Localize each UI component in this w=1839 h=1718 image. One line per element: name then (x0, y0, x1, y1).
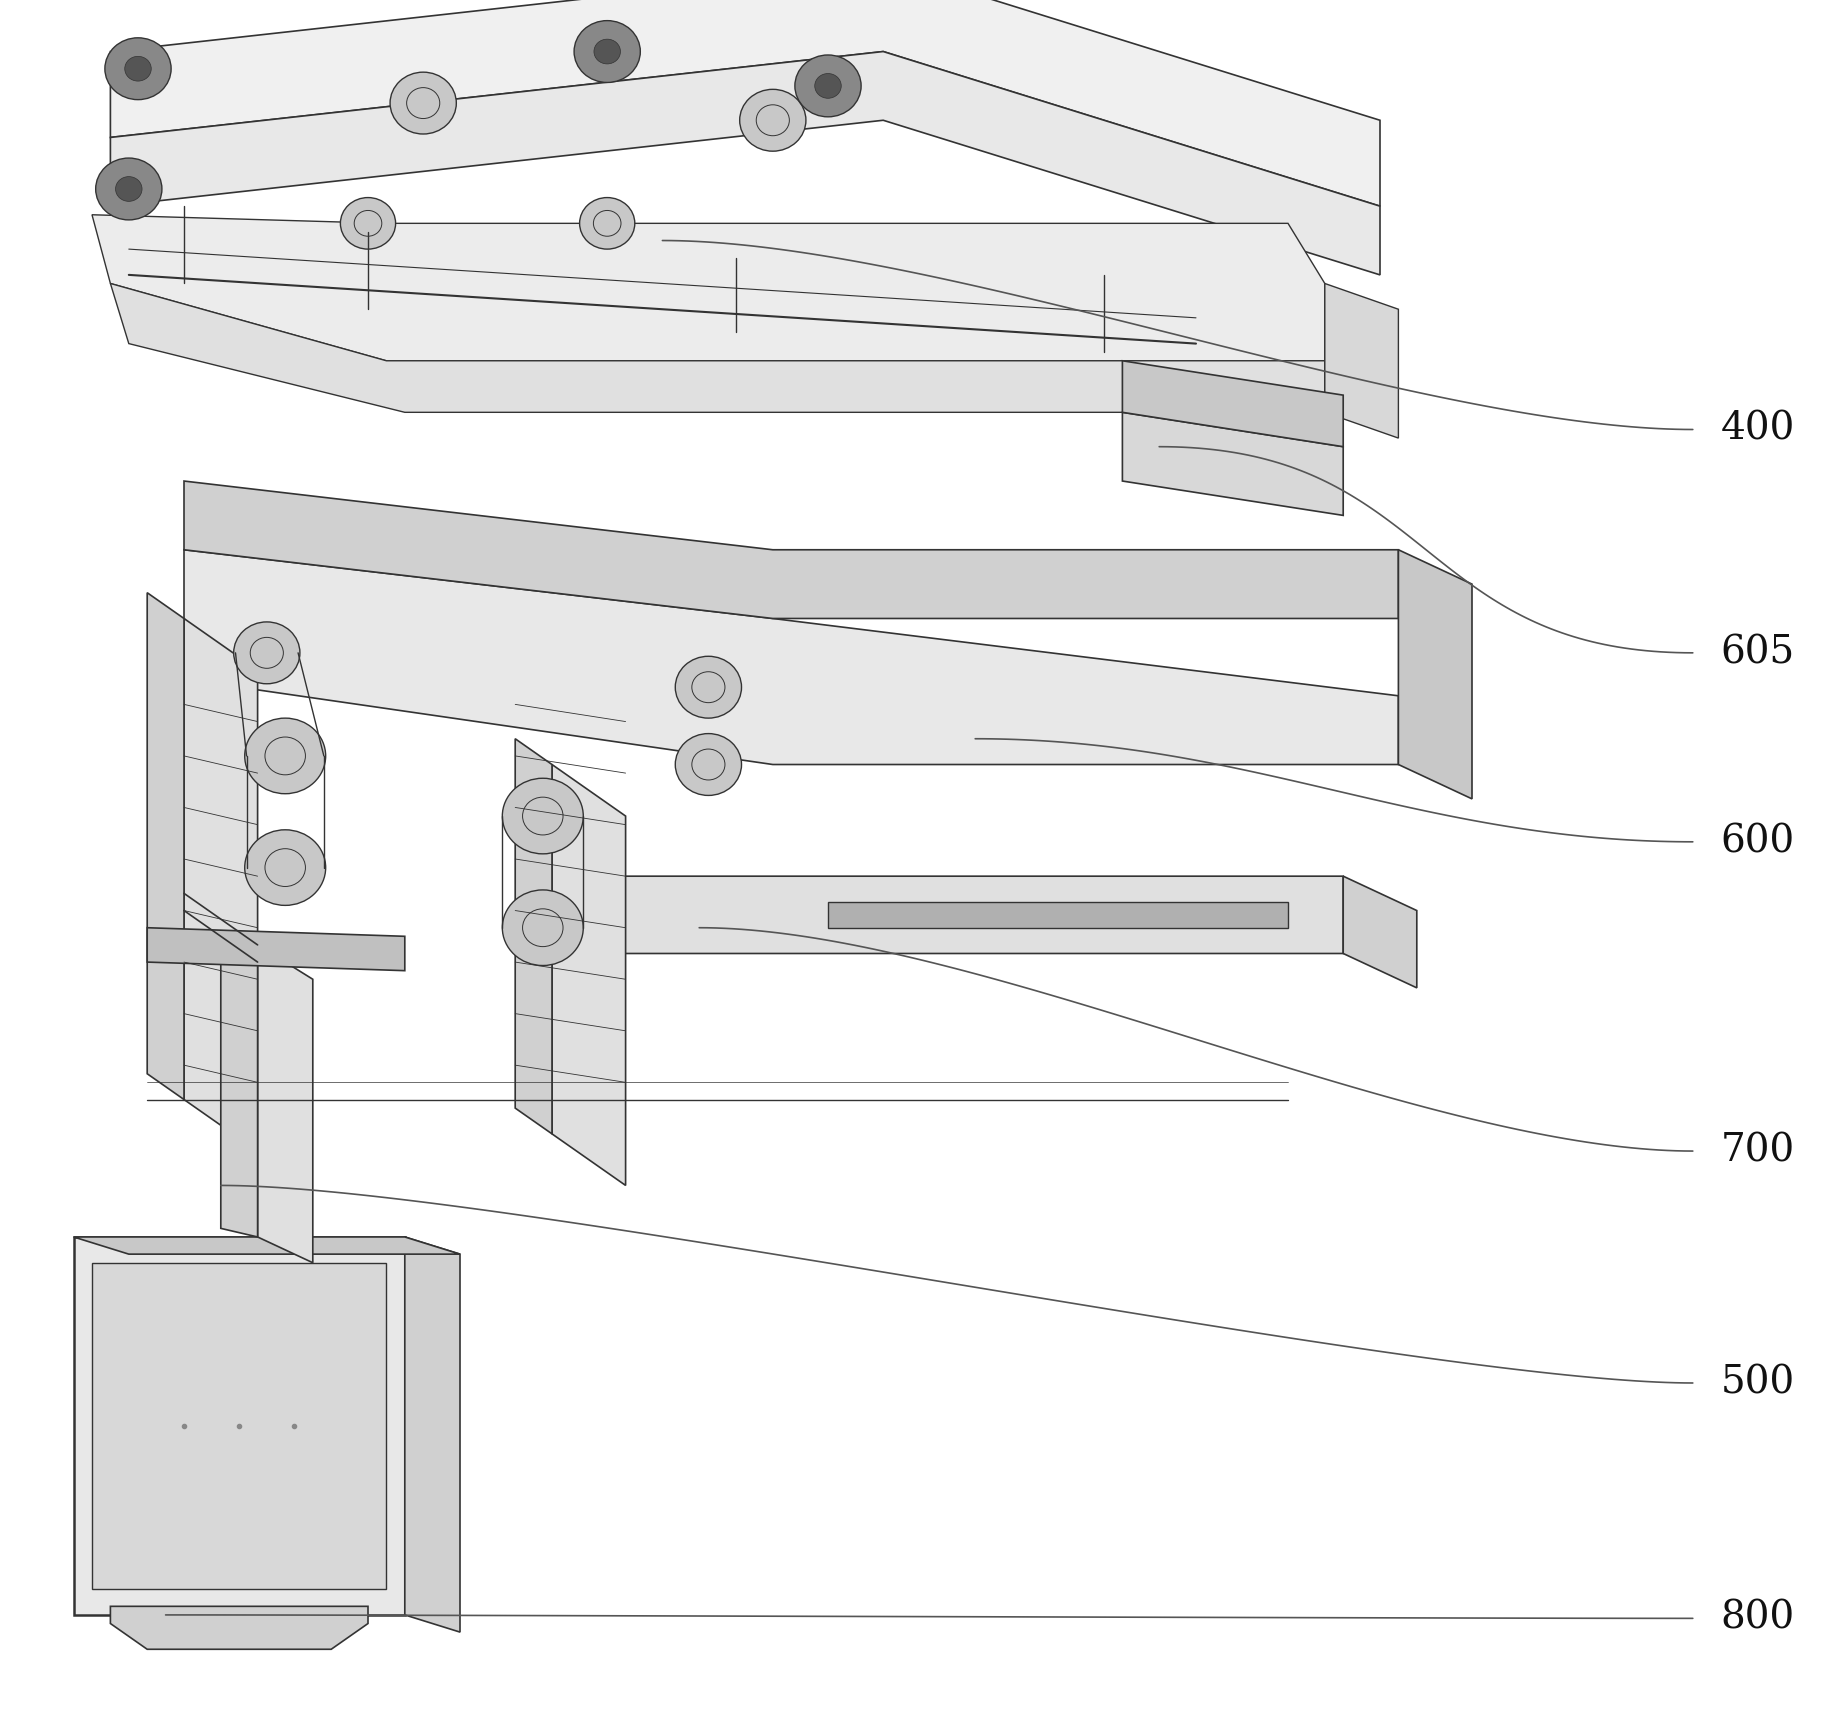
Circle shape (794, 55, 861, 117)
Circle shape (234, 622, 300, 684)
Polygon shape (1122, 412, 1342, 515)
Circle shape (675, 656, 741, 718)
Polygon shape (184, 618, 257, 1151)
Polygon shape (92, 215, 1324, 361)
Polygon shape (515, 739, 552, 1134)
Polygon shape (74, 1237, 405, 1615)
Circle shape (594, 40, 620, 64)
Text: 700: 700 (1719, 1132, 1793, 1170)
Text: 600: 600 (1719, 823, 1793, 861)
Polygon shape (110, 0, 1379, 206)
Circle shape (96, 158, 162, 220)
Text: 605: 605 (1719, 634, 1793, 672)
Circle shape (815, 74, 840, 98)
Polygon shape (92, 1263, 386, 1589)
Polygon shape (184, 550, 1398, 765)
Polygon shape (184, 481, 1398, 618)
Polygon shape (405, 1237, 460, 1632)
Polygon shape (74, 1237, 460, 1254)
Polygon shape (110, 1606, 368, 1649)
Text: 400: 400 (1719, 411, 1793, 448)
Polygon shape (110, 52, 1379, 275)
Polygon shape (257, 945, 313, 1263)
Polygon shape (552, 765, 625, 1185)
Polygon shape (221, 936, 257, 1237)
Circle shape (105, 38, 171, 100)
Polygon shape (147, 928, 405, 971)
Text: 800: 800 (1719, 1599, 1793, 1637)
Circle shape (340, 198, 395, 249)
Circle shape (245, 718, 326, 794)
Polygon shape (828, 902, 1287, 928)
Polygon shape (515, 876, 1342, 953)
Polygon shape (147, 593, 184, 1100)
Text: 500: 500 (1719, 1364, 1793, 1402)
Circle shape (390, 72, 456, 134)
Circle shape (579, 198, 634, 249)
Circle shape (125, 57, 151, 81)
Circle shape (739, 89, 805, 151)
Polygon shape (1398, 550, 1471, 799)
Circle shape (675, 734, 741, 795)
Circle shape (245, 830, 326, 905)
Circle shape (502, 778, 583, 854)
Polygon shape (1122, 361, 1342, 447)
Circle shape (116, 177, 142, 201)
Circle shape (574, 21, 640, 82)
Polygon shape (1342, 876, 1416, 988)
Polygon shape (1324, 283, 1398, 438)
Polygon shape (110, 283, 1324, 412)
Circle shape (502, 890, 583, 966)
